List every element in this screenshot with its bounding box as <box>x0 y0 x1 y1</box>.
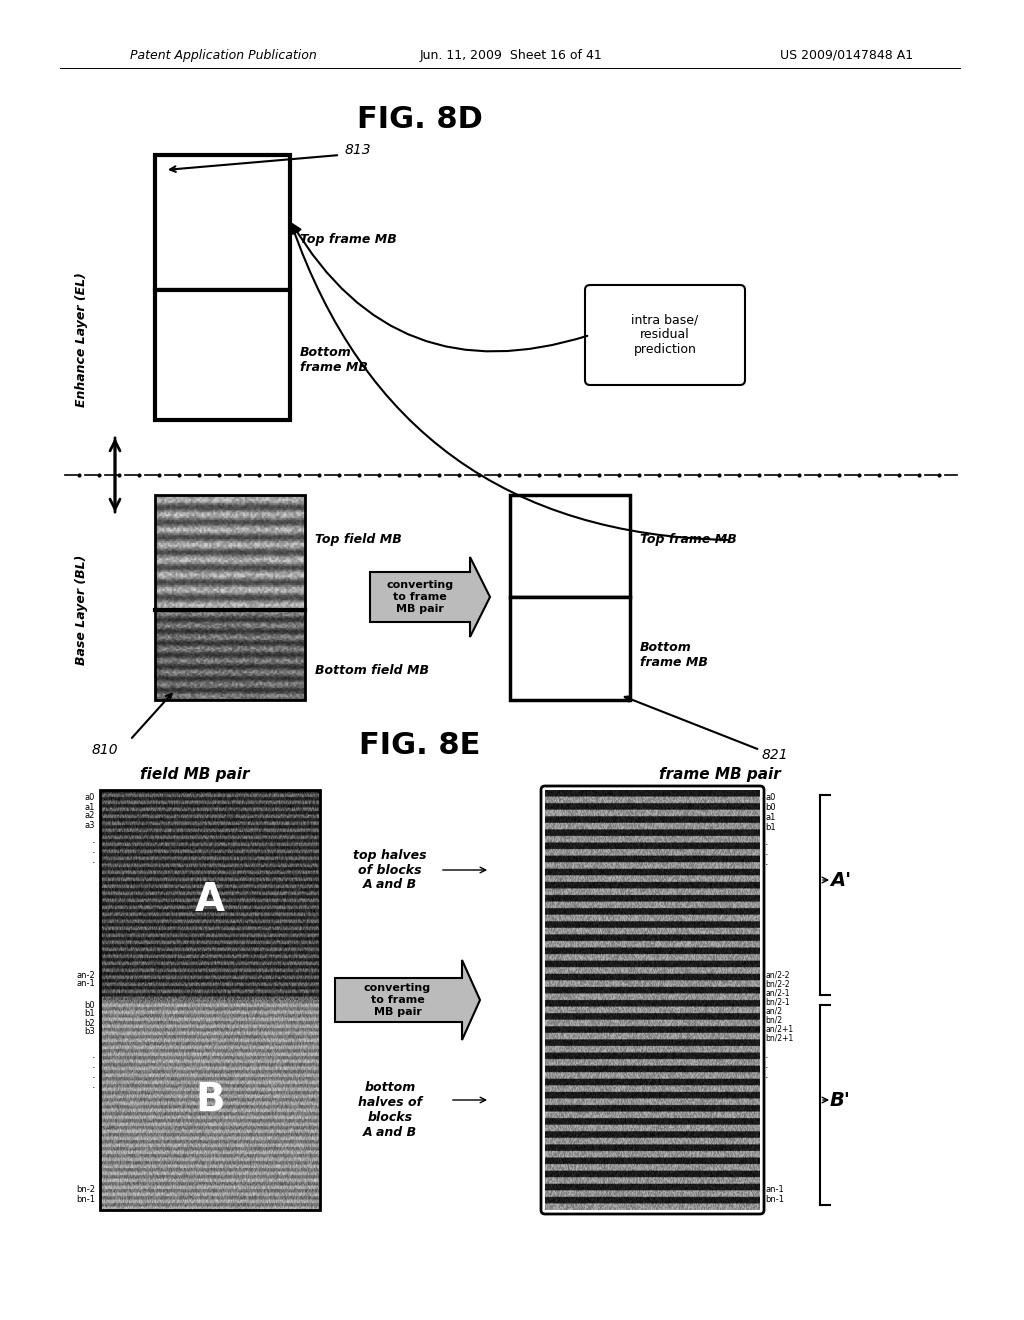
FancyArrowPatch shape <box>291 224 727 540</box>
Text: .: . <box>765 857 769 867</box>
Polygon shape <box>335 960 480 1040</box>
Text: b1: b1 <box>765 824 775 833</box>
Text: FIG. 8E: FIG. 8E <box>359 730 480 759</box>
Text: .: . <box>765 1049 769 1060</box>
Bar <box>155 495 305 700</box>
Text: Top frame MB: Top frame MB <box>640 533 736 546</box>
Text: Enhance Layer (EL): Enhance Layer (EL) <box>76 272 88 408</box>
Text: B: B <box>196 1081 225 1119</box>
Text: .: . <box>91 1049 95 1060</box>
Text: Top field MB: Top field MB <box>315 533 401 546</box>
Text: converting
to frame
MB pair: converting to frame MB pair <box>386 581 454 614</box>
Text: A: A <box>195 880 225 919</box>
Text: an-1: an-1 <box>765 1185 783 1195</box>
Polygon shape <box>370 557 490 638</box>
Text: converting
to frame
MB pair: converting to frame MB pair <box>364 983 431 1016</box>
Text: .: . <box>91 1071 95 1080</box>
Text: .: . <box>765 847 769 857</box>
Text: b0: b0 <box>765 804 775 813</box>
Text: an-1: an-1 <box>76 979 95 989</box>
Text: Bottom
frame MB: Bottom frame MB <box>300 346 368 374</box>
Text: 813: 813 <box>345 143 372 157</box>
Text: Bottom field MB: Bottom field MB <box>315 664 429 676</box>
Text: US 2009/0147848 A1: US 2009/0147848 A1 <box>780 49 913 62</box>
Text: Patent Application Publication: Patent Application Publication <box>130 49 316 62</box>
Text: bn-1: bn-1 <box>765 1196 784 1204</box>
Bar <box>155 290 290 420</box>
Text: bn/2-2: bn/2-2 <box>765 979 790 989</box>
Text: bn/2+1: bn/2+1 <box>765 1034 794 1043</box>
Text: .: . <box>765 1060 769 1071</box>
Text: FIG. 8D: FIG. 8D <box>357 106 483 135</box>
Text: b2: b2 <box>84 1019 95 1027</box>
Text: a0: a0 <box>765 793 775 803</box>
Text: an/2: an/2 <box>765 1006 782 1015</box>
Text: bottom
halves of
blocks
A and B: bottom halves of blocks A and B <box>358 1081 422 1139</box>
Text: a1: a1 <box>765 813 775 822</box>
FancyBboxPatch shape <box>585 285 745 385</box>
Text: an-2: an-2 <box>76 970 95 979</box>
Text: Bottom
frame MB: Bottom frame MB <box>640 642 708 669</box>
Text: .: . <box>765 1071 769 1080</box>
Text: b1: b1 <box>84 1010 95 1019</box>
Text: Top frame MB: Top frame MB <box>300 234 396 247</box>
Bar <box>155 154 290 290</box>
Text: .: . <box>91 855 95 865</box>
Text: bn/2-1: bn/2-1 <box>765 998 790 1006</box>
Text: top halves
of blocks
A and B: top halves of blocks A and B <box>353 849 427 891</box>
Text: Jun. 11, 2009  Sheet 16 of 41: Jun. 11, 2009 Sheet 16 of 41 <box>420 49 603 62</box>
Text: 810: 810 <box>91 743 118 756</box>
Text: .: . <box>91 1060 95 1071</box>
Text: frame MB pair: frame MB pair <box>659 767 781 783</box>
Text: field MB pair: field MB pair <box>140 767 250 783</box>
Text: .: . <box>91 1080 95 1090</box>
Text: .: . <box>91 836 95 845</box>
Text: a0: a0 <box>85 793 95 803</box>
Text: B': B' <box>830 1090 851 1110</box>
Text: A': A' <box>830 870 851 890</box>
Text: a3: a3 <box>85 821 95 829</box>
Text: an/2+1: an/2+1 <box>765 1024 794 1034</box>
Text: bn-1: bn-1 <box>76 1195 95 1204</box>
Bar <box>100 789 319 1210</box>
Text: b3: b3 <box>84 1027 95 1036</box>
Text: bn/2: bn/2 <box>765 1015 782 1024</box>
Text: an/2-2: an/2-2 <box>765 970 790 979</box>
Text: an/2-1: an/2-1 <box>765 989 790 998</box>
Text: a2: a2 <box>85 812 95 821</box>
Text: a1: a1 <box>85 803 95 812</box>
Text: bn-2: bn-2 <box>76 1185 95 1195</box>
Text: b0: b0 <box>84 1001 95 1010</box>
Bar <box>510 495 630 597</box>
Text: 821: 821 <box>762 748 788 762</box>
Bar <box>510 597 630 700</box>
FancyArrowPatch shape <box>293 224 588 351</box>
Text: .: . <box>91 845 95 855</box>
Text: intra base/
residual
prediction: intra base/ residual prediction <box>632 314 698 356</box>
Text: Base Layer (BL): Base Layer (BL) <box>76 554 88 665</box>
Text: .: . <box>765 837 769 847</box>
